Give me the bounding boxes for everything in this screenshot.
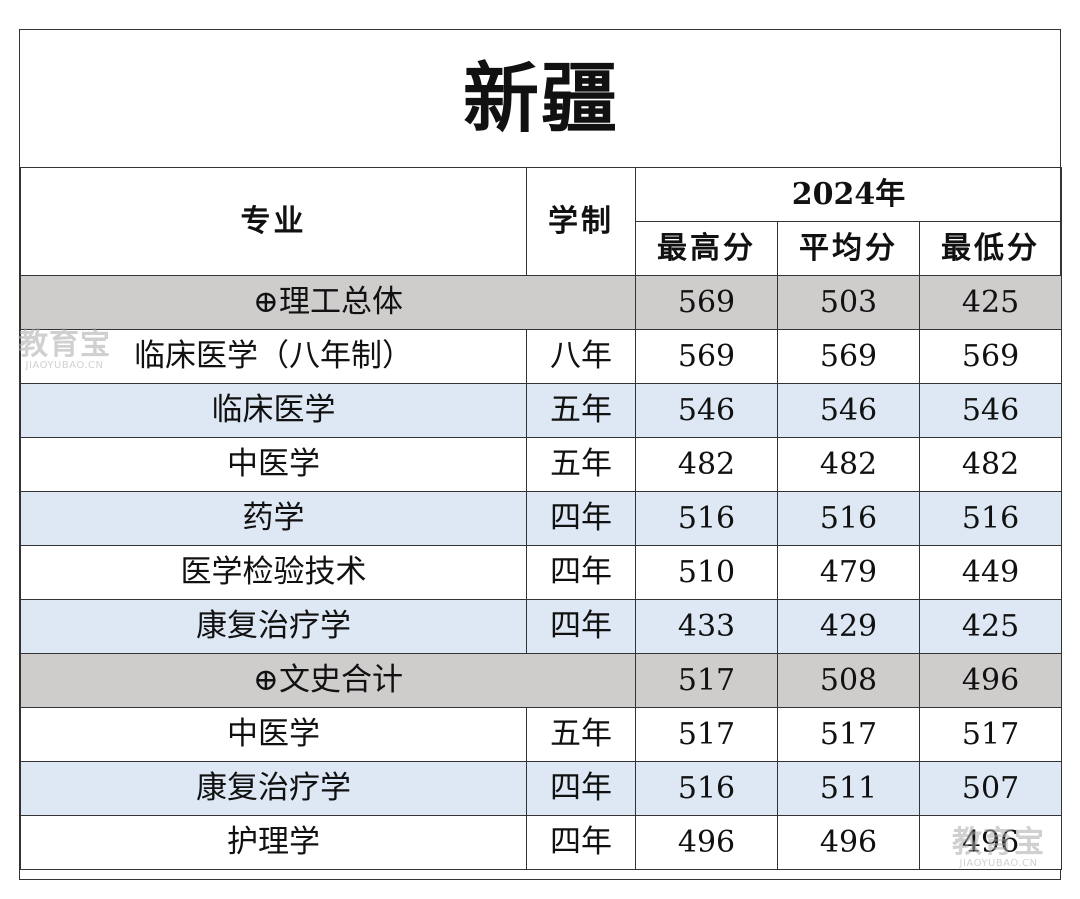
max-score-cell: 433 xyxy=(635,599,778,654)
major-cell: 药学 xyxy=(20,491,527,546)
avg-score-cell: 479 xyxy=(777,545,920,600)
duration-cell: 八年 xyxy=(526,329,636,384)
header-major: 专业 xyxy=(20,167,527,276)
max-score-cell: 516 xyxy=(635,491,778,546)
table-row: 护理学 四年 496 496 496 xyxy=(20,815,1063,870)
max-score-cell: 510 xyxy=(635,545,778,600)
max-score-cell: 517 xyxy=(635,707,778,762)
page-title: 新疆 xyxy=(20,30,1062,168)
header-duration: 学制 xyxy=(526,167,636,276)
avg-score-cell: 516 xyxy=(777,491,920,546)
duration-cell: 四年 xyxy=(526,545,636,600)
avg-score-cell: 429 xyxy=(777,599,920,654)
table-row: 药学 四年 516 516 516 xyxy=(20,491,1063,546)
major-cell: 临床医学 xyxy=(20,383,527,438)
max-score-cell: 569 xyxy=(635,329,778,384)
min-score-cell: 546 xyxy=(918,383,1063,438)
min-score-cell: 482 xyxy=(918,437,1063,492)
avg-score-cell: 517 xyxy=(777,707,920,762)
duration-cell: 四年 xyxy=(526,761,636,816)
max-score-cell: 482 xyxy=(635,437,778,492)
table-row: 康复治疗学 四年 516 511 507 xyxy=(20,761,1063,816)
header-max: 最高分 xyxy=(635,221,778,276)
table-row: 康复治疗学 四年 433 429 425 xyxy=(20,599,1063,654)
max-score-cell: 546 xyxy=(635,383,778,438)
table-row: 临床医学（八年制） 八年 569 569 569 xyxy=(20,329,1063,384)
major-cell: 康复治疗学 xyxy=(20,599,527,654)
table-row: 医学检验技术 四年 510 479 449 xyxy=(20,545,1063,600)
max-score-cell: 517 xyxy=(635,653,778,708)
table-row: 临床医学 五年 546 546 546 xyxy=(20,383,1063,438)
duration-cell: 五年 xyxy=(526,437,636,492)
header-avg: 平均分 xyxy=(777,221,920,276)
max-score-cell: 496 xyxy=(635,815,778,870)
duration-cell: 五年 xyxy=(526,707,636,762)
group-row: ⊕理工总体 569 503 425 xyxy=(20,275,1063,330)
max-score-cell: 569 xyxy=(635,275,778,330)
min-score-cell: 516 xyxy=(918,491,1063,546)
major-cell: 中医学 xyxy=(20,437,527,492)
min-score-cell: 496 xyxy=(918,815,1063,870)
avg-score-cell: 546 xyxy=(777,383,920,438)
min-score-cell: 496 xyxy=(918,653,1063,708)
duration-cell: 四年 xyxy=(526,491,636,546)
score-table-sheet: 新疆 专业 学制 2024年 最高分 平均分 最低分 ⊕理工总体 569 503 42… xyxy=(19,29,1063,880)
min-score-cell: 569 xyxy=(918,329,1063,384)
avg-score-cell: 503 xyxy=(777,275,920,330)
duration-cell: 四年 xyxy=(526,815,636,870)
avg-score-cell: 511 xyxy=(777,761,920,816)
table-row: 中医学 五年 517 517 517 xyxy=(20,707,1063,762)
min-score-cell: 449 xyxy=(918,545,1063,600)
major-cell: 康复治疗学 xyxy=(20,761,527,816)
header-min: 最低分 xyxy=(918,221,1063,276)
avg-score-cell: 496 xyxy=(777,815,920,870)
min-score-cell: 425 xyxy=(918,599,1063,654)
major-cell: 护理学 xyxy=(20,815,527,870)
major-cell: 医学检验技术 xyxy=(20,545,527,600)
group-label: ⊕理工总体 xyxy=(20,275,636,330)
avg-score-cell: 569 xyxy=(777,329,920,384)
min-score-cell: 517 xyxy=(918,707,1063,762)
min-score-cell: 507 xyxy=(918,761,1063,816)
group-row: ⊕文史合计 517 508 496 xyxy=(20,653,1063,708)
avg-score-cell: 482 xyxy=(777,437,920,492)
avg-score-cell: 508 xyxy=(777,653,920,708)
max-score-cell: 516 xyxy=(635,761,778,816)
major-cell: 中医学 xyxy=(20,707,527,762)
group-label: ⊕文史合计 xyxy=(20,653,636,708)
table-row: 中医学 五年 482 482 482 xyxy=(20,437,1063,492)
min-score-cell: 425 xyxy=(918,275,1063,330)
major-cell: 临床医学（八年制） xyxy=(20,329,527,384)
duration-cell: 四年 xyxy=(526,599,636,654)
header-year: 2024年 xyxy=(634,167,1063,222)
duration-cell: 五年 xyxy=(526,383,636,438)
score-table: 新疆 专业 学制 2024年 最高分 平均分 最低分 ⊕理工总体 569 503 42… xyxy=(20,30,1063,870)
